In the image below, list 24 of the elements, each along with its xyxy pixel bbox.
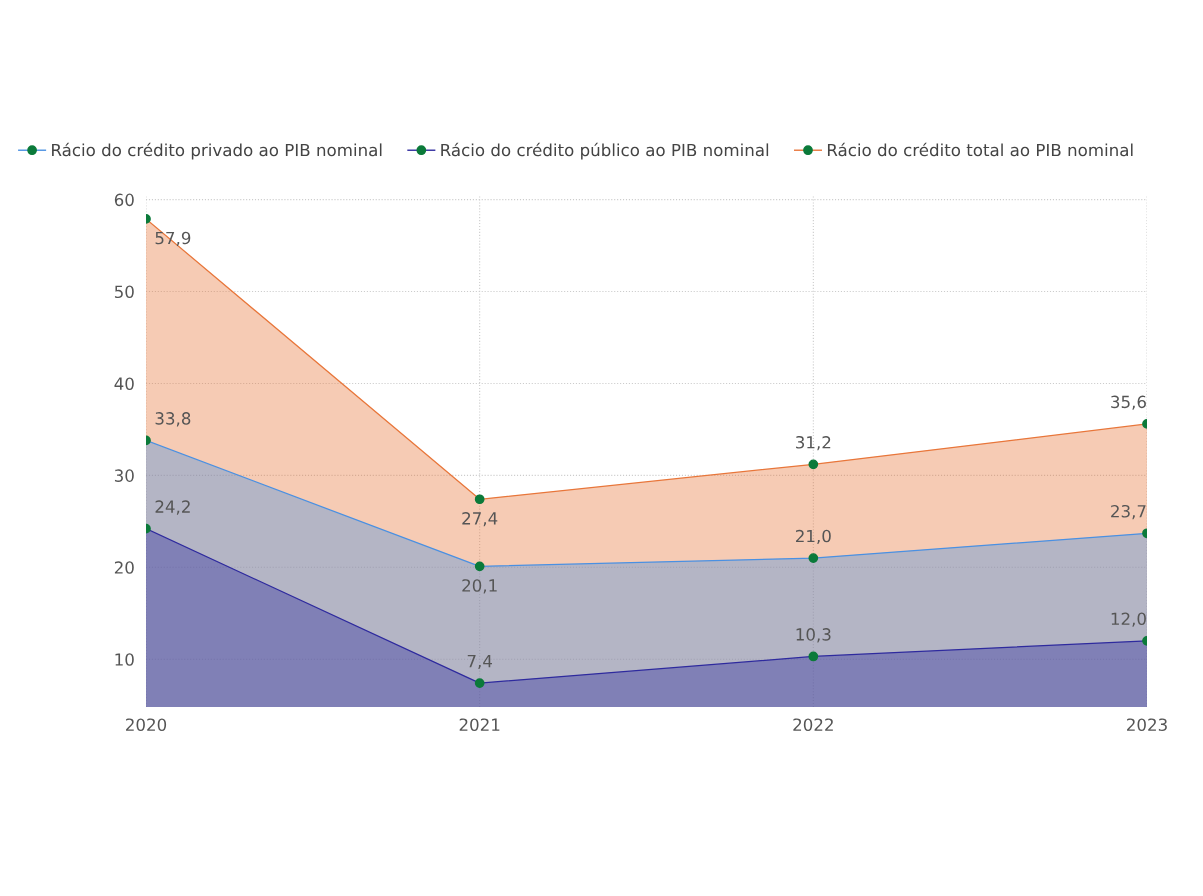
- x-tick-label: 2021: [459, 718, 500, 732]
- y-tick-label: 10: [115, 653, 134, 666]
- y-tick-label: 50: [114, 285, 134, 299]
- y-tick-label: 60: [114, 193, 134, 207]
- data-label: 21,0: [796, 529, 831, 545]
- data-label: 31,2: [796, 435, 831, 451]
- legend-label: Rácio do crédito público ao PIB nominal: [441, 142, 769, 160]
- y-tick-label: 20: [114, 561, 134, 574]
- y-tick-label: 30: [114, 469, 134, 482]
- data-label: 7,4: [467, 654, 492, 670]
- data-label: 12,0: [1111, 612, 1146, 627]
- data-label: 24,2: [155, 500, 190, 515]
- x-tick-label: 2022: [793, 718, 833, 732]
- data-label: 10,3: [796, 628, 831, 643]
- data-label: 33,8: [155, 412, 191, 427]
- x-tick-label: 2020: [126, 718, 167, 732]
- legend-label: Rácio do crédito total ao PIB nominal: [827, 142, 1133, 157]
- x-tick-label: 2023: [1127, 718, 1167, 732]
- data-label: 23,7: [1111, 504, 1146, 520]
- legend-label: Rácio do crédito privado ao PIB nominal: [52, 142, 382, 160]
- data-label: 20,1: [462, 579, 497, 594]
- y-tick-label: 40: [114, 377, 134, 391]
- data-label: 35,6: [1111, 395, 1146, 410]
- data-label: 27,4: [462, 512, 498, 527]
